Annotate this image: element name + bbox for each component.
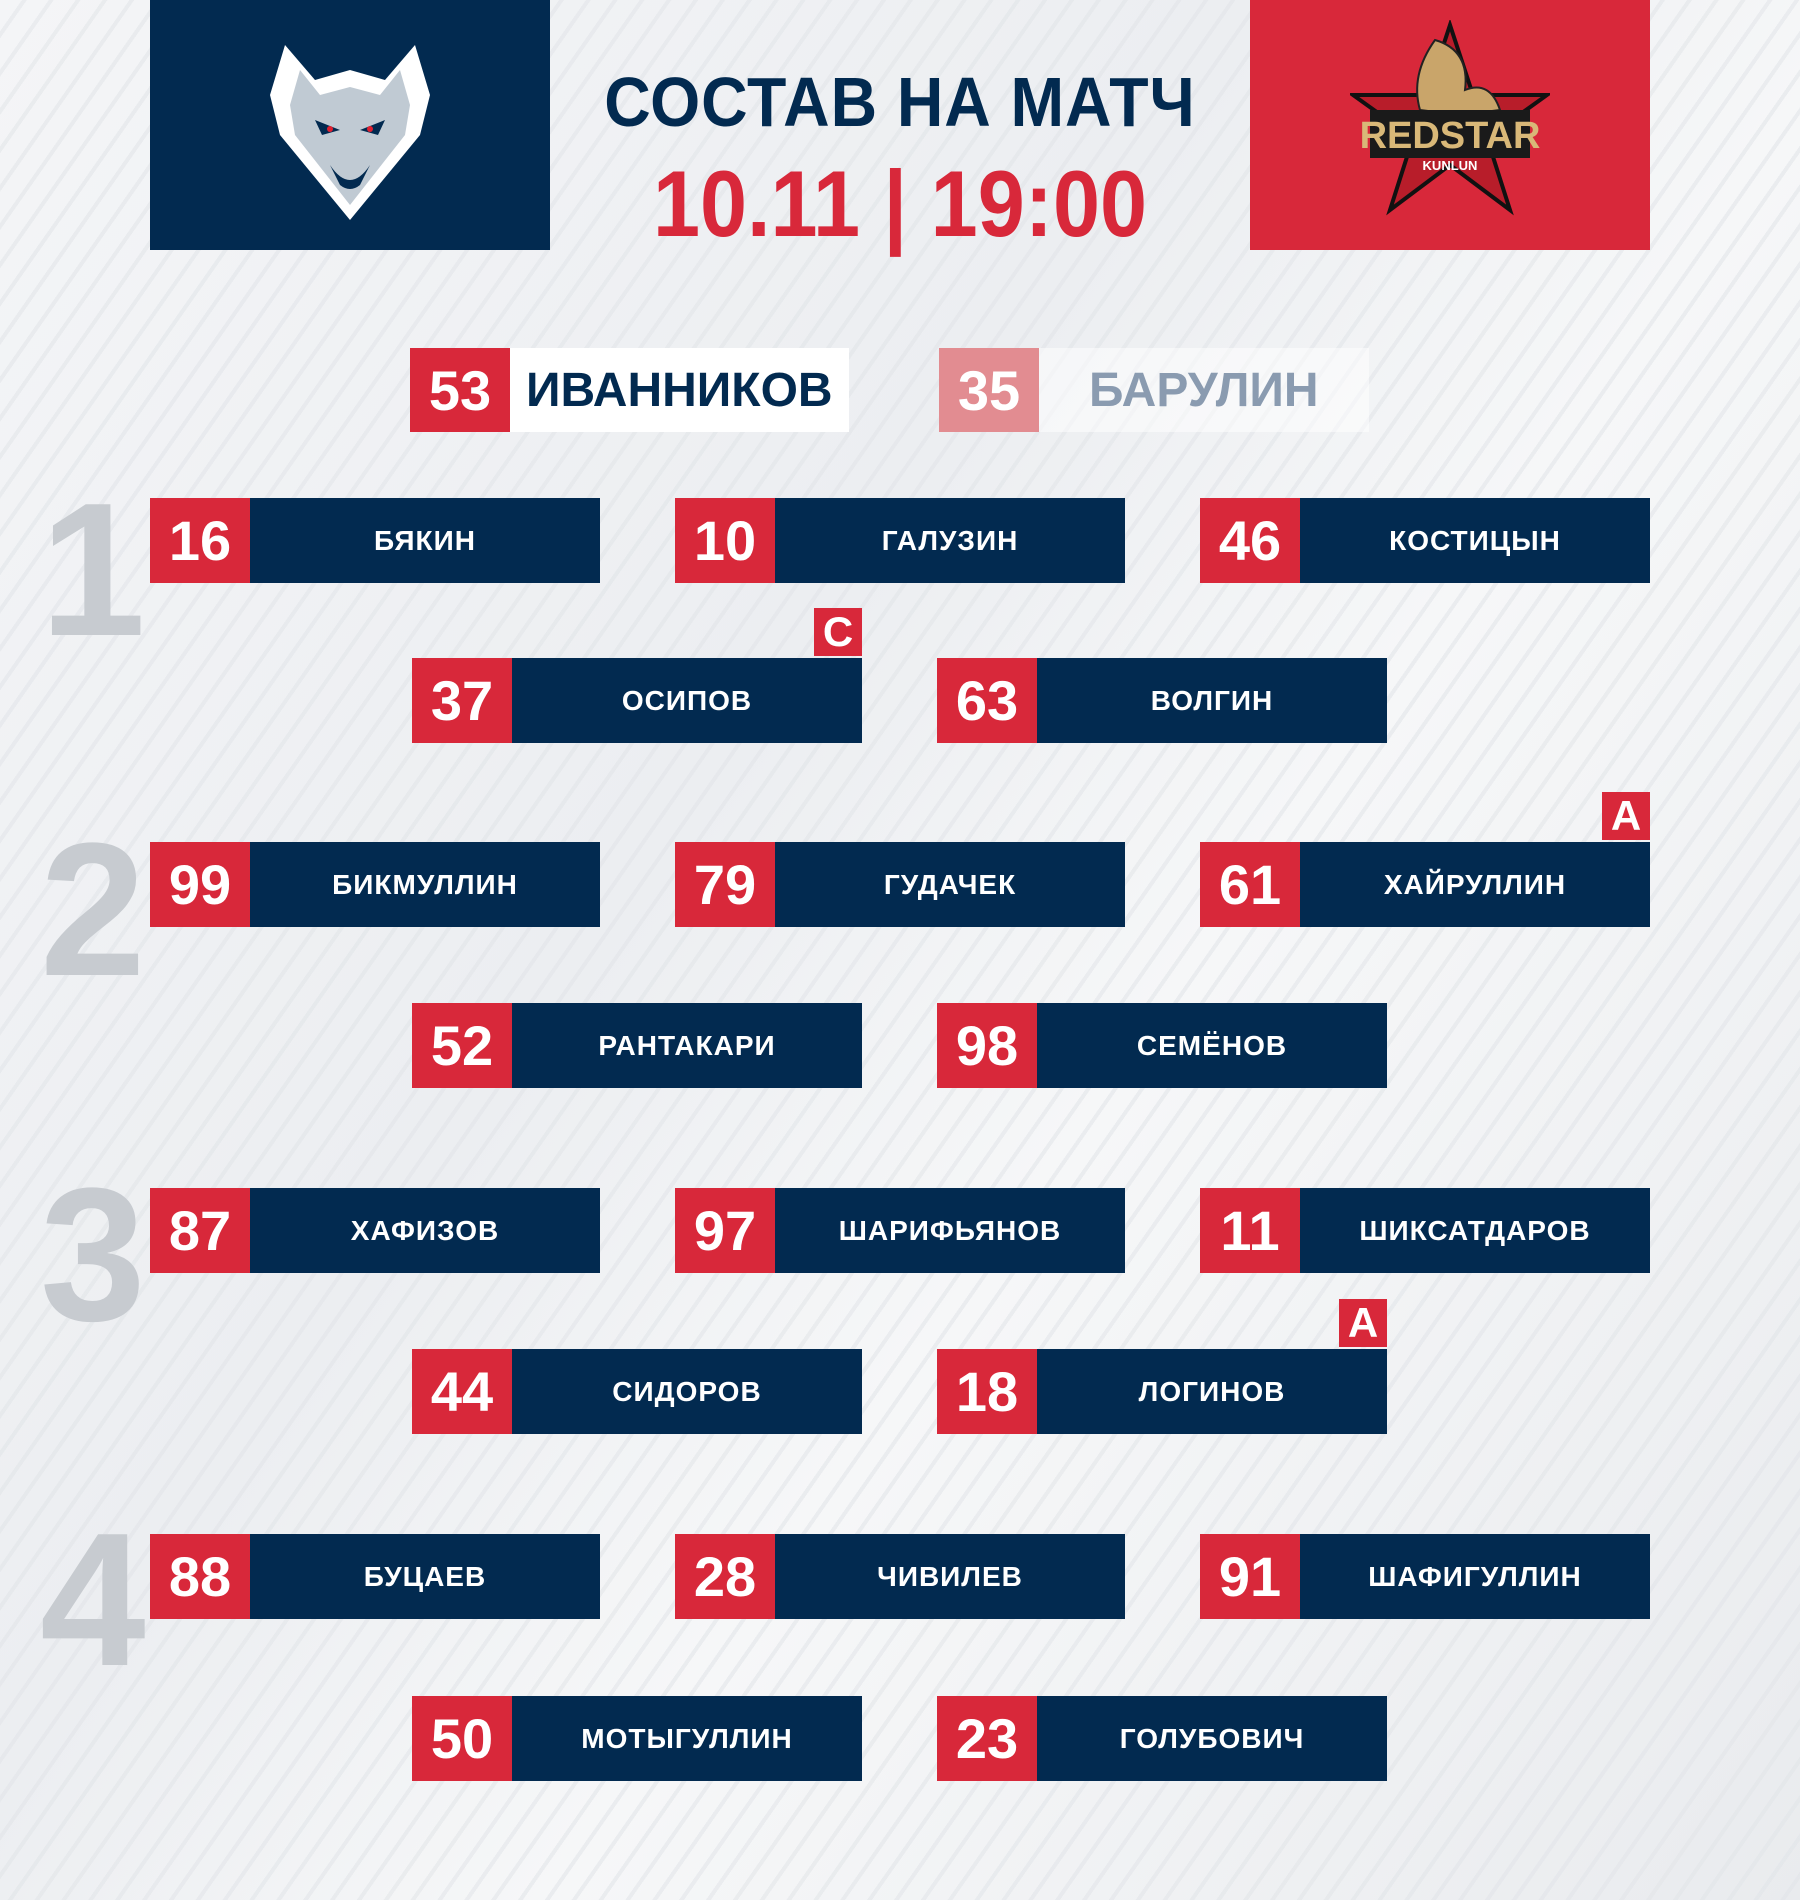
redstar-logo-icon: REDSTAR KUNLUN xyxy=(1350,20,1550,216)
player-name: ЧИВИЛЕВ xyxy=(775,1534,1125,1619)
player-tile: 28 ЧИВИЛЕВ xyxy=(675,1534,1125,1619)
player-number: 61 xyxy=(1200,842,1300,927)
player-name: СЕМЁНОВ xyxy=(1037,1003,1387,1088)
wolf-logo-icon xyxy=(270,45,430,220)
player-number: 44 xyxy=(412,1349,512,1434)
player-tile: 97 ШАРИФЬЯНОВ xyxy=(675,1188,1125,1273)
line-number: 2 xyxy=(40,804,146,1016)
player-tile: 18 ЛОГИНОВ xyxy=(937,1349,1387,1434)
player-name: МОТЫГУЛЛИН xyxy=(512,1696,862,1781)
home-team-logo xyxy=(150,0,550,250)
alternate-captain-badge: А xyxy=(1602,792,1650,840)
player-number: 50 xyxy=(412,1696,512,1781)
player-name: СИДОРОВ xyxy=(512,1349,862,1434)
player-number: 10 xyxy=(675,498,775,583)
player-name: ХАЙРУЛЛИН xyxy=(1300,842,1650,927)
player-name: ГУДАЧЕК xyxy=(775,842,1125,927)
player-name: КОСТИЦЫН xyxy=(1300,498,1650,583)
player-tile: 63 ВОЛГИН xyxy=(937,658,1387,743)
player-name: ШАРИФЬЯНОВ xyxy=(775,1188,1125,1273)
player-name: БАРУЛИН xyxy=(1039,348,1369,432)
player-tile: 98 СЕМЁНОВ xyxy=(937,1003,1387,1088)
player-name: ГАЛУЗИН xyxy=(775,498,1125,583)
player-number: 88 xyxy=(150,1534,250,1619)
player-number: 35 xyxy=(939,348,1039,432)
player-tile: 79 ГУДАЧЕК xyxy=(675,842,1125,927)
player-name: БЯКИН xyxy=(250,498,600,583)
svg-text:REDSTAR: REDSTAR xyxy=(1360,115,1541,157)
goalie-starting: 53 ИВАННИКОВ xyxy=(410,348,849,432)
line-number: 3 xyxy=(40,1149,146,1361)
player-number: 46 xyxy=(1200,498,1300,583)
player-name: ШАФИГУЛЛИН xyxy=(1300,1534,1650,1619)
player-number: 79 xyxy=(675,842,775,927)
goalie-backup: 35 БАРУЛИН xyxy=(939,348,1369,432)
player-tile: 91 ШАФИГУЛЛИН xyxy=(1200,1534,1650,1619)
player-name: ОСИПОВ xyxy=(512,658,862,743)
player-tile: 10 ГАЛУЗИН xyxy=(675,498,1125,583)
player-tile: 99 БИКМУЛЛИН xyxy=(150,842,600,927)
player-tile: 44 СИДОРОВ xyxy=(412,1349,862,1434)
line-number: 4 xyxy=(40,1494,146,1706)
away-team-logo: REDSTAR KUNLUN xyxy=(1250,0,1650,250)
player-tile: 16 БЯКИН xyxy=(150,498,600,583)
player-name: РАНТАКАРИ xyxy=(512,1003,862,1088)
player-name: ИВАННИКОВ xyxy=(510,348,849,432)
player-number: 28 xyxy=(675,1534,775,1619)
player-number: 23 xyxy=(937,1696,1037,1781)
player-tile: 37 ОСИПОВ xyxy=(412,658,862,743)
player-number: 87 xyxy=(150,1188,250,1273)
player-name: БУЦАЕВ xyxy=(250,1534,600,1619)
player-number: 52 xyxy=(412,1003,512,1088)
player-number: 98 xyxy=(937,1003,1037,1088)
player-tile: 23 ГОЛУБОВИЧ xyxy=(937,1696,1387,1781)
page-title: СОСТАВ НА МАТЧ xyxy=(604,63,1196,141)
player-tile: 88 БУЦАЕВ xyxy=(150,1534,600,1619)
match-date-time: 10.11 | 19:00 xyxy=(652,151,1148,256)
player-tile: 50 МОТЫГУЛЛИН xyxy=(412,1696,862,1781)
svg-text:KUNLUN: KUNLUN xyxy=(1423,158,1478,173)
player-number: 99 xyxy=(150,842,250,927)
player-number: 91 xyxy=(1200,1534,1300,1619)
player-number: 16 xyxy=(150,498,250,583)
player-tile: 11 ШИКСАТДАРОВ xyxy=(1200,1188,1650,1273)
player-tile: 46 КОСТИЦЫН xyxy=(1200,498,1650,583)
player-name: ВОЛГИН xyxy=(1037,658,1387,743)
player-number: 37 xyxy=(412,658,512,743)
player-name: ЛОГИНОВ xyxy=(1037,1349,1387,1434)
player-tile: 52 РАНТАКАРИ xyxy=(412,1003,862,1088)
player-number: 53 xyxy=(410,348,510,432)
player-number: 63 xyxy=(937,658,1037,743)
player-number: 18 xyxy=(937,1349,1037,1434)
player-name: ХАФИЗОВ xyxy=(250,1188,600,1273)
player-number: 11 xyxy=(1200,1188,1300,1273)
captain-badge: С xyxy=(814,608,862,656)
player-name: ГОЛУБОВИЧ xyxy=(1037,1696,1387,1781)
player-name: БИКМУЛЛИН xyxy=(250,842,600,927)
player-number: 97 xyxy=(675,1188,775,1273)
player-tile: 87 ХАФИЗОВ xyxy=(150,1188,600,1273)
alternate-captain-badge: А xyxy=(1339,1299,1387,1347)
player-name: ШИКСАТДАРОВ xyxy=(1300,1188,1650,1273)
player-tile: 61 ХАЙРУЛЛИН xyxy=(1200,842,1650,927)
line-number: 1 xyxy=(40,464,146,676)
